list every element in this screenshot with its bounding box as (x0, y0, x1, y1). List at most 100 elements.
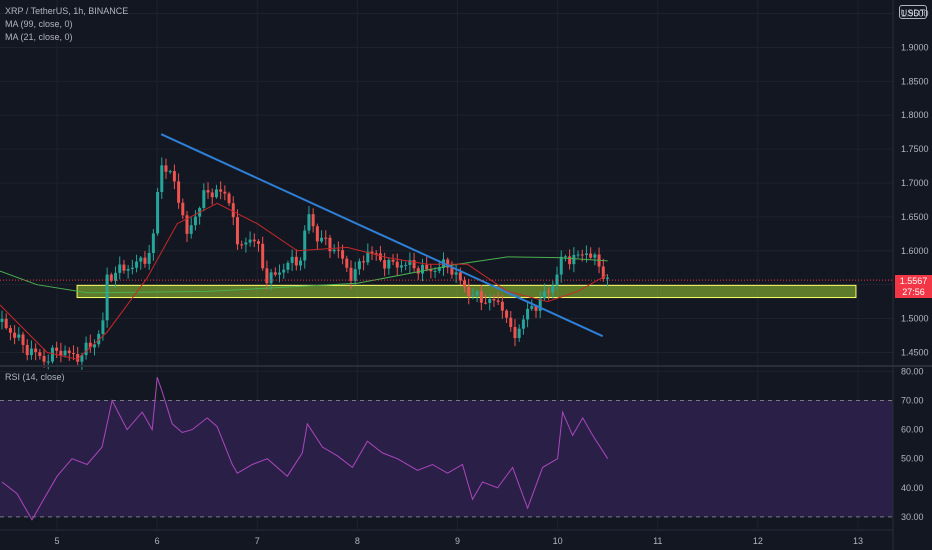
candle-body (349, 267, 353, 281)
candle-body (353, 269, 357, 281)
candle-body (412, 260, 416, 269)
candle-body (88, 342, 92, 348)
candle-body (563, 256, 567, 258)
candle-body (156, 192, 160, 234)
candle-body (189, 225, 193, 234)
candle-body (252, 239, 256, 242)
candle-body (429, 269, 433, 272)
candle-body (256, 241, 260, 244)
candle-body (475, 291, 479, 296)
rsi-tick-label: 40.00 (901, 483, 924, 493)
candle-body (336, 249, 340, 251)
candle-body (580, 254, 584, 256)
candle-body (147, 253, 151, 264)
candle-body (572, 254, 576, 265)
candle-body (55, 347, 59, 351)
rsi-axis[interactable]: 80.00 70.00 60.00 50.00 40.00 30.00 (901, 366, 924, 522)
candle-body (433, 270, 437, 272)
candle-body (391, 259, 395, 262)
candle-body (303, 230, 307, 261)
candle-body (399, 265, 403, 268)
candle-body (542, 291, 546, 299)
candle-body (315, 226, 319, 242)
candle-body (109, 274, 113, 281)
candle-body (265, 268, 269, 284)
candle-body (324, 237, 328, 239)
candle-body (122, 264, 126, 271)
ma21-line (0, 202, 608, 360)
candle-body (547, 291, 551, 293)
candle-body (135, 261, 139, 268)
countdown-value: 27:56 (902, 287, 925, 297)
price-tick-label: 1.9000 (901, 42, 929, 52)
rsi-tick-label: 30.00 (901, 512, 924, 522)
time-tick-label: 8 (355, 536, 360, 546)
candle-body (93, 344, 97, 348)
candle-body (425, 264, 429, 270)
candle-body (290, 256, 294, 263)
candle-body (555, 274, 559, 286)
candle-body (383, 260, 387, 269)
time-tick-label: 11 (653, 536, 662, 546)
price-axis[interactable]: 1.9500 1.9000 1.8500 1.8000 1.7500 1.7000 1.65… (901, 9, 929, 358)
time-axis[interactable]: 5 6 7 8 9 10 11 12 13 (55, 536, 863, 546)
time-tick-label: 13 (853, 536, 863, 546)
candle-body (219, 189, 223, 192)
trendline[interactable] (160, 133, 604, 338)
candle-body (488, 299, 492, 303)
candle-body (248, 239, 252, 243)
candle-body (143, 257, 147, 264)
candle-body (505, 310, 509, 318)
candle-body (601, 266, 605, 279)
candle-body (446, 259, 450, 268)
candle-body (416, 268, 420, 274)
candle-body (374, 253, 378, 255)
candle-body (4, 318, 8, 329)
price-tick-label: 1.8500 (901, 76, 929, 86)
ma21-legend[interactable]: MA (21, close, 0) (5, 32, 73, 42)
candle-body (332, 249, 336, 252)
symbol-legend[interactable]: XRP / TetherUS, 1h, BINANCE (5, 6, 129, 16)
candle-body (168, 171, 172, 173)
candle-body (605, 277, 609, 279)
candle-body (210, 192, 214, 198)
candle-body (357, 261, 361, 270)
candle-body (13, 332, 17, 338)
candle-body (177, 181, 181, 203)
price-tick-label: 1.8000 (901, 110, 929, 120)
candle-body (101, 320, 105, 335)
rsi-legend[interactable]: RSI (14, close) (5, 372, 65, 382)
candle-body (118, 264, 122, 273)
price-tick-label: 1.6500 (901, 212, 929, 222)
time-tick-label: 7 (255, 536, 260, 546)
candle-body (8, 328, 12, 333)
candle-body (496, 300, 500, 302)
candle-body (366, 251, 370, 263)
candle-body (105, 274, 109, 321)
price-tick-label: 1.9500 (901, 9, 929, 19)
candle-body (214, 189, 218, 198)
candle-body (63, 350, 67, 356)
rsi-band-lines (0, 399, 893, 518)
rsi-tick-label: 70.00 (901, 395, 924, 405)
candle-body (126, 269, 130, 271)
candle-body (223, 191, 227, 194)
candle-body (530, 306, 534, 309)
candle-body (80, 355, 84, 362)
current-price-tag: 1.5567 27:56 (895, 275, 932, 298)
ma99-legend[interactable]: MA (99, close, 0) (5, 19, 73, 29)
candle-body (76, 354, 80, 362)
candle-body (328, 237, 332, 252)
time-tick-label: 10 (553, 536, 563, 546)
candle-body (593, 254, 597, 258)
candle-body (484, 302, 488, 304)
candle-body (345, 258, 349, 268)
candle-body (378, 253, 382, 261)
candle-body (517, 328, 521, 339)
candle-body (576, 254, 580, 256)
candle-body (320, 237, 324, 242)
currency-badge[interactable]: USDT (899, 5, 927, 19)
candle-body (278, 272, 282, 275)
candle-body (311, 214, 315, 227)
